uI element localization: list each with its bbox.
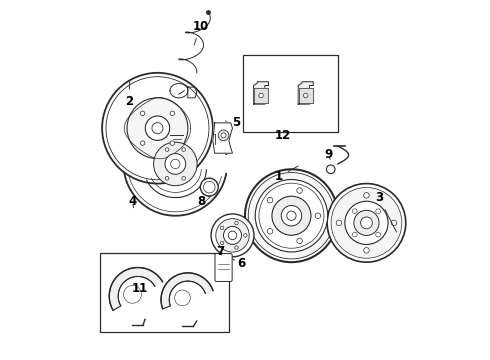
- Circle shape: [361, 217, 372, 229]
- Circle shape: [220, 241, 224, 245]
- Circle shape: [297, 188, 302, 193]
- Circle shape: [315, 213, 320, 219]
- Circle shape: [391, 220, 397, 226]
- Circle shape: [221, 133, 226, 138]
- Circle shape: [297, 238, 302, 244]
- Circle shape: [327, 184, 406, 262]
- Circle shape: [245, 169, 338, 262]
- Polygon shape: [298, 82, 313, 104]
- Text: 8: 8: [197, 195, 209, 208]
- Circle shape: [223, 226, 242, 244]
- Text: 11: 11: [131, 283, 148, 296]
- Circle shape: [165, 154, 186, 174]
- Circle shape: [141, 111, 145, 116]
- Circle shape: [182, 148, 185, 152]
- FancyBboxPatch shape: [215, 253, 232, 282]
- Circle shape: [259, 183, 324, 248]
- Text: 6: 6: [232, 257, 245, 270]
- Circle shape: [272, 196, 311, 235]
- Polygon shape: [109, 267, 163, 310]
- Circle shape: [352, 232, 357, 237]
- Circle shape: [141, 141, 145, 145]
- Circle shape: [267, 197, 273, 203]
- Text: 7: 7: [216, 245, 224, 258]
- Circle shape: [216, 219, 249, 252]
- Circle shape: [174, 290, 190, 306]
- Circle shape: [255, 180, 328, 252]
- Circle shape: [102, 73, 213, 184]
- Circle shape: [211, 214, 254, 257]
- Circle shape: [281, 206, 302, 226]
- Circle shape: [244, 234, 247, 237]
- Text: 2: 2: [125, 81, 133, 108]
- Circle shape: [331, 188, 402, 258]
- Circle shape: [235, 221, 238, 225]
- Text: 9: 9: [325, 148, 333, 162]
- Circle shape: [248, 172, 335, 259]
- Polygon shape: [299, 88, 313, 103]
- Circle shape: [352, 209, 357, 213]
- Text: 1: 1: [275, 166, 298, 183]
- Circle shape: [153, 142, 197, 186]
- Circle shape: [127, 98, 188, 159]
- Circle shape: [203, 181, 215, 193]
- Circle shape: [170, 111, 174, 116]
- Text: 5: 5: [225, 116, 240, 129]
- Text: 12: 12: [274, 129, 291, 142]
- Circle shape: [152, 123, 163, 134]
- Circle shape: [376, 232, 380, 237]
- Circle shape: [267, 229, 273, 234]
- Circle shape: [228, 231, 237, 240]
- Polygon shape: [253, 82, 269, 104]
- Polygon shape: [254, 88, 268, 103]
- Text: 4: 4: [128, 195, 137, 208]
- Circle shape: [364, 248, 369, 253]
- Circle shape: [259, 93, 263, 98]
- Circle shape: [303, 93, 308, 98]
- Circle shape: [165, 148, 169, 152]
- Circle shape: [345, 201, 388, 244]
- Circle shape: [146, 116, 170, 140]
- Bar: [243, 55, 338, 132]
- Polygon shape: [213, 123, 232, 153]
- Circle shape: [170, 141, 174, 145]
- Polygon shape: [161, 273, 213, 309]
- Text: 3: 3: [375, 192, 396, 232]
- Circle shape: [200, 178, 218, 196]
- Circle shape: [106, 77, 209, 180]
- Circle shape: [123, 285, 142, 303]
- Circle shape: [287, 211, 296, 220]
- Circle shape: [218, 130, 229, 141]
- Circle shape: [336, 220, 342, 226]
- Circle shape: [171, 159, 180, 168]
- Circle shape: [376, 209, 380, 213]
- Circle shape: [364, 193, 369, 198]
- Circle shape: [235, 246, 238, 249]
- Bar: [100, 253, 229, 332]
- Circle shape: [326, 165, 335, 174]
- Circle shape: [182, 176, 185, 180]
- Circle shape: [165, 176, 169, 180]
- Text: 10: 10: [192, 20, 208, 45]
- Circle shape: [220, 226, 224, 230]
- Circle shape: [354, 210, 379, 235]
